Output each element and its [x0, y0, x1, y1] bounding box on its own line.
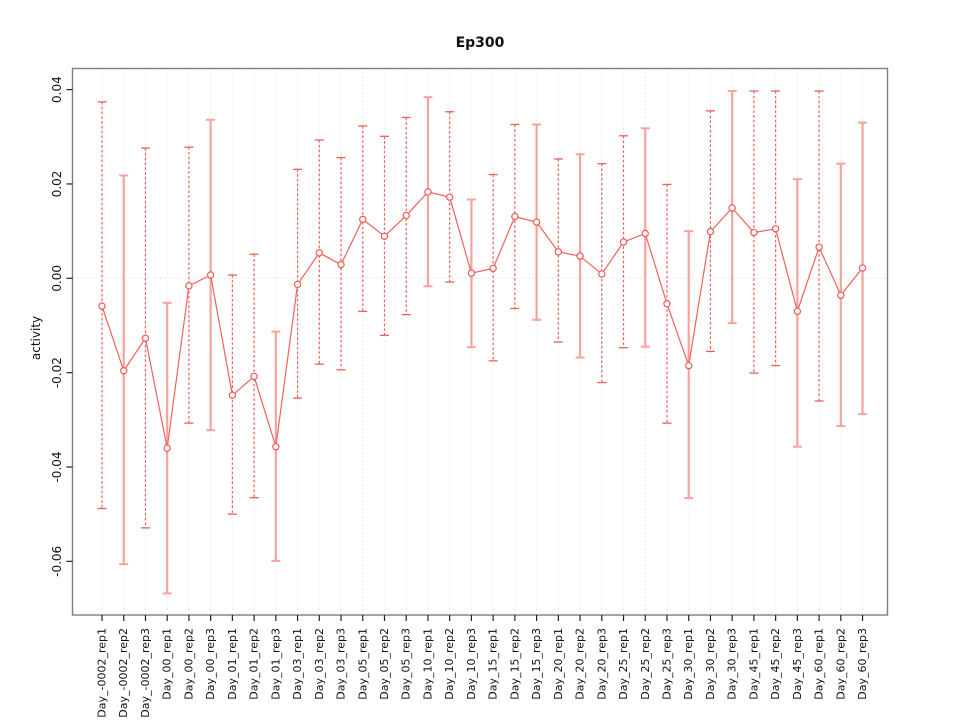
- x-tick-label: Day_20_rep2: [574, 628, 587, 700]
- y-tick-label: 0.00: [50, 265, 64, 292]
- y-tick-label: -0.02: [50, 357, 64, 388]
- x-tick-label: Day_30_rep2: [704, 628, 717, 700]
- data-points: [98, 188, 867, 452]
- data-point: [598, 270, 606, 278]
- x-tick-label: Day_25_rep3: [660, 628, 673, 700]
- data-point: [815, 243, 823, 251]
- data-point: [511, 212, 519, 221]
- data-point: [380, 232, 389, 241]
- data-point: [163, 444, 171, 452]
- x-tick-label: Day_00_rep3: [204, 628, 217, 700]
- error-bar: [771, 90, 781, 367]
- data-point: [663, 300, 671, 308]
- y-tick-label: 0.02: [50, 171, 64, 198]
- x-tick-label: Day_45_rep3: [791, 628, 804, 700]
- x-tick-label: Day_03_rep2: [313, 628, 326, 700]
- error-bar: [662, 183, 672, 424]
- x-tick-label: Day_05_rep3: [400, 628, 413, 700]
- y-tick-label: -0.06: [50, 546, 64, 577]
- x-tick-label: Day_30_rep3: [726, 628, 739, 700]
- data-point: [750, 228, 758, 237]
- series-line: [101, 191, 864, 449]
- plot-border: [71, 67, 889, 616]
- error-bar: [640, 127, 650, 348]
- error-bar: [597, 163, 607, 384]
- data-point: [293, 280, 302, 289]
- data-point: [228, 391, 237, 399]
- x-tick-label: Day_-0002_rep2: [117, 628, 130, 718]
- series-polyline: [101, 191, 864, 449]
- data-point: [576, 252, 584, 260]
- x-tick-label: Day_10_rep1: [421, 628, 434, 700]
- x-tick-label: Day_-0002_rep1: [96, 628, 109, 718]
- data-point: [424, 188, 432, 196]
- data-point: [250, 372, 258, 381]
- x-tick-label: Day_10_rep2: [443, 628, 456, 700]
- x-tick-label: Day_15_rep1: [487, 628, 500, 700]
- x-tick-label: Day_-0002_rep3: [139, 628, 152, 718]
- data-point: [728, 204, 736, 212]
- x-tick-label: Day_03_rep3: [335, 628, 348, 700]
- x-tick-label: Day_60_rep3: [856, 628, 869, 700]
- chart-title: Ep300: [456, 35, 505, 51]
- data-point: [402, 211, 410, 220]
- data-point: [489, 264, 497, 273]
- x-tick-label: Day_01_rep1: [226, 628, 239, 700]
- x-tick-label: Day_25_rep2: [639, 628, 652, 700]
- data-point: [771, 225, 780, 233]
- data-point: [98, 302, 106, 310]
- data-point: [185, 282, 193, 290]
- x-tick-label: Day_45_rep2: [769, 628, 782, 700]
- error-bar: [140, 147, 150, 529]
- x-tick-label: Day_60_rep1: [813, 628, 826, 700]
- data-point: [837, 291, 845, 299]
- error-bar: [293, 168, 303, 399]
- data-point: [858, 264, 867, 272]
- x-tick-label: Day_01_rep3: [269, 628, 282, 700]
- error-bar: [445, 111, 455, 283]
- x-tick-label: Day_30_rep1: [682, 628, 695, 700]
- data-point: [141, 334, 150, 342]
- x-tick-label: Day_10_rep3: [465, 628, 478, 700]
- y-tick-label: 0.04: [50, 76, 64, 103]
- x-tick-label: Day_15_rep2: [508, 628, 521, 700]
- x-tick-label: Day_15_rep3: [530, 628, 543, 700]
- x-tick-label: Day_25_rep1: [617, 628, 630, 700]
- x-tick-label: Day_45_rep1: [747, 628, 760, 700]
- x-tick-label: Day_60_rep2: [834, 628, 847, 700]
- data-point: [554, 248, 563, 256]
- axes: 0.04 0.02 0.00 -0.02 -0.04 -0.06 Day_-0002_rep…: [50, 67, 889, 718]
- x-tick-label: Day_00_rep1: [161, 628, 174, 700]
- y-axis-label: activity: [29, 316, 43, 360]
- error-bar: [227, 274, 237, 515]
- data-point: [685, 361, 693, 370]
- data-point: [793, 307, 802, 316]
- data-point: [532, 218, 541, 226]
- x-tick-label: Day_01_rep2: [248, 628, 261, 700]
- x-tick-label: Day_03_rep1: [291, 628, 304, 700]
- data-point: [315, 249, 323, 257]
- data-point: [120, 367, 128, 375]
- gridlines: [72, 68, 888, 615]
- error-bars: [97, 90, 868, 595]
- data-point: [641, 229, 649, 238]
- data-point: [619, 238, 628, 246]
- x-tick-label: Day_20_rep1: [552, 628, 565, 700]
- data-point: [272, 443, 280, 451]
- data-point: [467, 269, 476, 277]
- x-tick-label: Day_05_rep1: [356, 628, 369, 700]
- data-point: [706, 227, 715, 236]
- error-bar: [379, 135, 389, 337]
- x-tick-label: Day_05_rep2: [378, 628, 391, 700]
- data-point: [445, 193, 454, 201]
- error-bar: [184, 146, 194, 424]
- data-point: [206, 271, 215, 279]
- y-tick-label: -0.04: [50, 451, 64, 482]
- data-point: [359, 215, 367, 224]
- data-point: [337, 260, 345, 269]
- x-tick-label: Day_20_rep3: [595, 628, 608, 700]
- x-tick-label: Day_00_rep2: [182, 628, 195, 700]
